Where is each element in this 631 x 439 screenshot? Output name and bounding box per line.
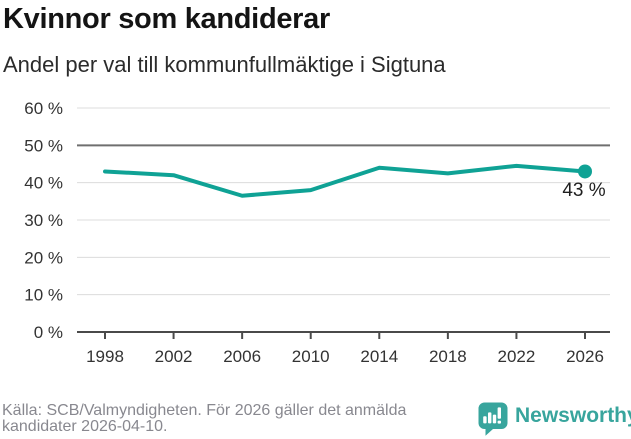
y-tick-label: 50 %	[24, 136, 63, 155]
x-tick-label: 2002	[155, 347, 193, 366]
end-point-dot	[578, 164, 592, 179]
x-tick-label: 2022	[498, 347, 536, 366]
data-line	[103, 163, 587, 198]
y-tick-label: 10 %	[24, 286, 63, 305]
y-tick-label: 0 %	[34, 323, 63, 342]
x-tick-label: 2014	[360, 347, 398, 366]
x-tick-label: 2010	[292, 347, 330, 366]
chart-subtitle: Andel per val till kommunfullmäktige i S…	[3, 52, 446, 77]
source-note-line1: Källa: SCB/Valmyndigheten. För 2026 gäll…	[2, 402, 407, 419]
newsworthy-logo: Newsworthy	[478, 402, 631, 436]
newsworthy-logo-text: Newsworthy	[515, 404, 631, 427]
newsworthy-speech-bubble-bar-chart-icon	[478, 402, 508, 436]
source-note: Källa: SCB/Valmyndigheten. För 2026 gäll…	[2, 403, 406, 435]
x-tick-label: 2018	[429, 347, 467, 366]
x-tick-label: 1998	[86, 347, 124, 366]
y-tick-label: 20 %	[24, 248, 63, 267]
x-tick-label: 2026	[566, 347, 604, 366]
end-point-label: 43 %	[562, 180, 605, 201]
y-tick-label: 30 %	[24, 211, 63, 230]
x-tick-label: 2006	[223, 347, 261, 366]
chart-title: Kvinnor som kandiderar	[3, 3, 330, 35]
line-chart: 0 % 10 % 20 % 30 % 40 % 50 % 60 % 1998 2002 2006 2…	[24, 99, 610, 366]
source-note-line2: kandidater 2026-04-10.	[2, 418, 168, 435]
y-tick-label: 40 %	[24, 174, 63, 193]
y-tick-label: 60 %	[24, 99, 63, 118]
